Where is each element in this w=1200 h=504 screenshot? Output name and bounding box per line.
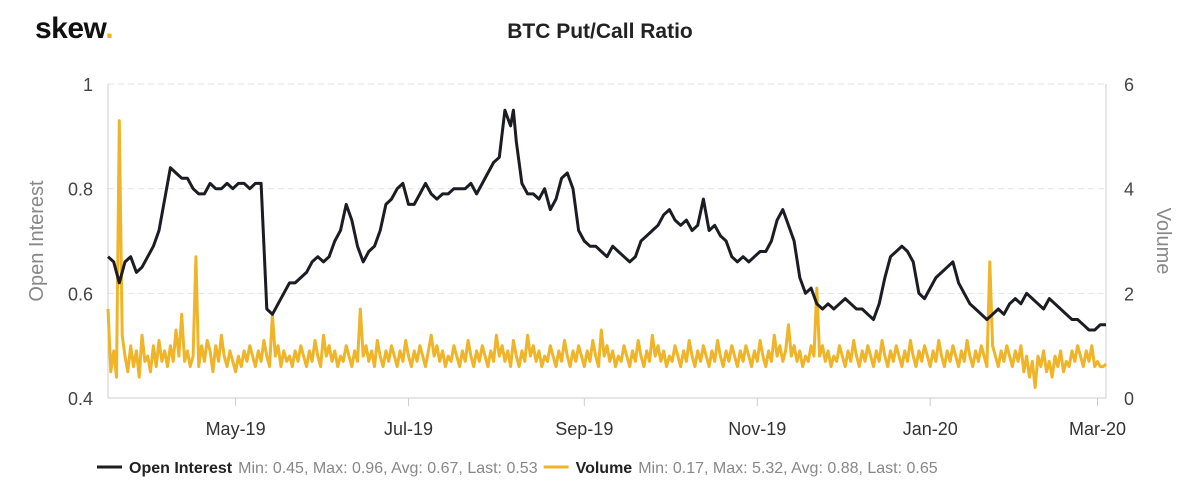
legend-name-volume: Volume bbox=[576, 460, 633, 477]
y-right-tick-label: 4 bbox=[1124, 180, 1134, 200]
legend-stats-volume: Min: 0.17, Max: 5.32, Avg: 0.88, Last: 0… bbox=[638, 460, 938, 477]
logo-dot: . bbox=[105, 12, 114, 45]
volume-line bbox=[106, 119, 1108, 389]
tick-labels: 0.4 0.6 0.8 1 0 2 4 6 May-19 Jul-19 Sep-19 Nov-19 Ja… bbox=[68, 75, 1134, 439]
y-left-tick-label: 0.8 bbox=[68, 180, 93, 200]
x-tick-label: Jul-19 bbox=[384, 419, 433, 439]
chart-title: BTC Put/Call Ratio bbox=[507, 20, 693, 43]
y-left-tick-label: 0.4 bbox=[68, 389, 93, 409]
x-tick-label: Nov-19 bbox=[728, 419, 786, 439]
open-interest-line bbox=[106, 108, 1106, 332]
series-lines bbox=[106, 108, 1108, 389]
y-axis-label-left: Open Interest bbox=[26, 180, 48, 302]
legend-name-open-interest: Open Interest bbox=[129, 460, 233, 477]
logo-text: skew bbox=[35, 12, 106, 45]
y-right-tick-label: 2 bbox=[1124, 284, 1134, 304]
legend: Open Interest Min: 0.45, Max: 0.96, Avg: … bbox=[97, 460, 938, 477]
y-right-tick-label: 6 bbox=[1124, 75, 1134, 95]
x-tick-label: May-19 bbox=[206, 419, 266, 439]
y-left-tick-label: 1 bbox=[83, 75, 93, 95]
x-tick-label: Sep-19 bbox=[555, 419, 613, 439]
x-tick-label: Jan-20 bbox=[903, 419, 958, 439]
y-axis-label-right: Volume bbox=[1152, 208, 1174, 275]
skew-logo: skew. bbox=[35, 12, 114, 46]
y-left-tick-label: 0.6 bbox=[68, 284, 93, 304]
x-tick-label: Mar-20 bbox=[1069, 419, 1126, 439]
axes bbox=[107, 84, 1107, 406]
y-right-tick-label: 0 bbox=[1124, 389, 1134, 409]
legend-stats-open-interest: Min: 0.45, Max: 0.96, Avg: 0.67, Last: 0… bbox=[238, 460, 538, 477]
